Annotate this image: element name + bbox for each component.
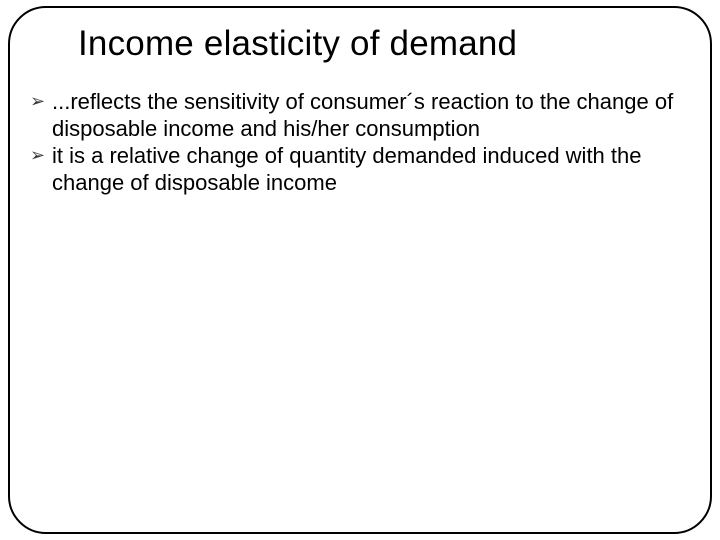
slide-frame: [8, 6, 712, 534]
slide-content: ➢ ...reflects the sensitivity of consume…: [30, 88, 690, 196]
bullet-item: ➢ ...reflects the sensitivity of consume…: [30, 88, 690, 142]
bullet-text: it is a relative change of quantity dema…: [52, 142, 690, 196]
slide: Income elasticity of demand ➢ ...reflect…: [0, 0, 720, 540]
bullet-arrow-icon: ➢: [30, 88, 52, 115]
slide-title: Income elasticity of demand: [78, 24, 517, 64]
bullet-arrow-icon: ➢: [30, 142, 52, 169]
bullet-text: ...reflects the sensitivity of consumer´…: [52, 88, 690, 142]
bullet-item: ➢ it is a relative change of quantity de…: [30, 142, 690, 196]
